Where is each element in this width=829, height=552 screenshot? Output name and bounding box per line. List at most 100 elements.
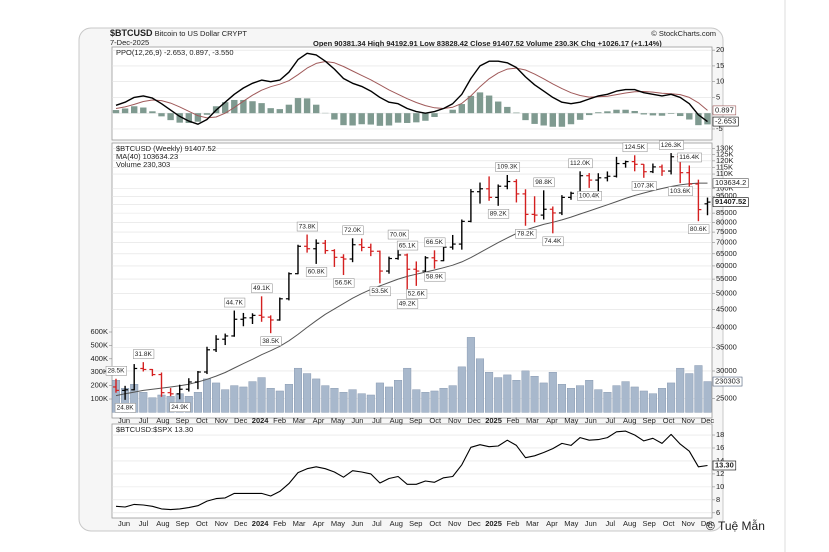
- x-tick-label: 2025: [485, 416, 502, 425]
- histogram-bar: [531, 113, 538, 124]
- last-value-box: [712, 178, 749, 188]
- volume-bar: [466, 337, 475, 413]
- histogram-bar: [303, 98, 311, 114]
- y-tick-label: 100K: [90, 394, 108, 403]
- histogram-bar: [185, 113, 192, 123]
- histogram-bar: [504, 106, 511, 114]
- y-tick-label: 45000: [716, 305, 737, 314]
- x-tick-label: Aug: [156, 519, 169, 528]
- volume-bar: [585, 380, 594, 413]
- x-tick-label: Jul: [605, 416, 615, 425]
- y-tick-label: 14: [716, 456, 724, 465]
- x-tick-label: Aug: [390, 416, 403, 425]
- annotation: 80.6K: [690, 226, 708, 233]
- y-tick-label: 10: [716, 77, 724, 86]
- y-tick-label: 15: [716, 61, 724, 70]
- histogram-bar: [667, 113, 675, 114]
- histogram-bar: [458, 104, 465, 114]
- annotation: 58.9K: [426, 273, 444, 280]
- volume-bar: [630, 386, 639, 413]
- y-tick-label: 6: [716, 508, 720, 517]
- annotation-box: [114, 403, 137, 413]
- x-tick-label: Dec: [467, 519, 481, 528]
- last-value-box: [712, 376, 743, 387]
- x-tick-label: Dec: [234, 416, 248, 425]
- x-tick-label: Nov: [448, 519, 462, 528]
- histogram-bar: [176, 113, 183, 123]
- volume-bar: [239, 386, 248, 413]
- annotation: 72.0K: [344, 227, 362, 234]
- y-tick-label: 130K: [716, 144, 734, 153]
- histogram-bar: [131, 106, 138, 114]
- histogram-bar: [285, 104, 293, 114]
- y-tick-label: 70000: [716, 238, 737, 247]
- volume-bar: [476, 358, 485, 413]
- x-tick-label: Feb: [507, 416, 520, 425]
- volume-bar: [439, 388, 448, 413]
- y-tick-label: 100K: [716, 183, 734, 192]
- histogram-bar: [112, 110, 120, 114]
- y-tick-label: 60000: [716, 261, 737, 270]
- annotation: 49.2K: [399, 301, 417, 308]
- x-tick-label: Oct: [196, 416, 209, 425]
- moving-average-line: [115, 182, 708, 397]
- histogram-bar: [631, 110, 638, 114]
- x-tick-label: Dec: [467, 416, 481, 425]
- last-value-label: 13.30: [715, 460, 734, 469]
- annotation-box: [169, 402, 191, 412]
- x-tick-label: Jul: [372, 519, 382, 528]
- annotation: 109.3K: [497, 164, 518, 171]
- x-tick-label: 2024: [252, 519, 270, 528]
- histogram-bar: [695, 113, 702, 126]
- annotation-box: [495, 162, 521, 172]
- x-tick-label: Dec: [701, 519, 715, 528]
- volume-bar: [193, 392, 202, 413]
- watermark: © Tuệ Mẫn: [706, 518, 765, 533]
- y-tick-label: 8: [716, 495, 720, 504]
- legend-entry: MA(40) 103634.23: [116, 152, 178, 161]
- annotation-box: [251, 283, 273, 294]
- annotation: 98.8K: [535, 179, 553, 186]
- x-tick-label: Oct: [196, 519, 209, 528]
- volume-bar: [421, 392, 430, 413]
- volume-bar: [667, 382, 676, 413]
- last-value-label: -2.653: [715, 117, 736, 126]
- histogram-bar: [158, 113, 165, 117]
- annotation-box: [369, 286, 391, 297]
- x-tick-label: Apr: [313, 519, 325, 528]
- histogram-bar: [540, 113, 547, 126]
- x-tick-label: Aug: [623, 519, 636, 528]
- histogram-bar: [677, 113, 684, 117]
- histogram-bar: [358, 113, 365, 125]
- histogram-bar: [476, 92, 484, 114]
- histogram-bar: [349, 113, 356, 126]
- histogram-bar: [231, 99, 238, 114]
- volume-bar: [248, 381, 257, 413]
- x-tick-label: Sep: [176, 416, 189, 425]
- signal-line: [115, 61, 708, 119]
- histogram-bar: [258, 103, 265, 114]
- x-tick-label: May: [331, 416, 345, 425]
- x-tick-label: Nov: [681, 519, 695, 528]
- volume-bar: [385, 386, 394, 413]
- y-tick-label: 40000: [716, 322, 737, 331]
- x-tick-label: Jun: [585, 519, 597, 528]
- y-tick-label: 50000: [716, 289, 737, 298]
- x-tick-label: May: [564, 519, 578, 528]
- histogram-bar: [485, 95, 493, 114]
- legend-entry: $BTCUSD:$SPX 13.30: [116, 425, 193, 434]
- volume-bar: [257, 377, 266, 413]
- volume-bar: [330, 388, 339, 413]
- x-tick-label: Sep: [642, 416, 655, 425]
- annotation: 70.0K: [390, 231, 408, 238]
- symbol-name: Bitcoin to US Dollar: [155, 29, 221, 38]
- x-tick-label: Apr: [546, 416, 558, 425]
- y-tick-label: 110K: [716, 169, 733, 178]
- volume-bar: [512, 380, 521, 413]
- histogram-bar: [704, 113, 711, 125]
- y-tick-label: 35000: [716, 343, 737, 352]
- volume-bar: [603, 392, 612, 413]
- annotation: 56.5K: [335, 280, 353, 287]
- volume-bar: [212, 382, 221, 413]
